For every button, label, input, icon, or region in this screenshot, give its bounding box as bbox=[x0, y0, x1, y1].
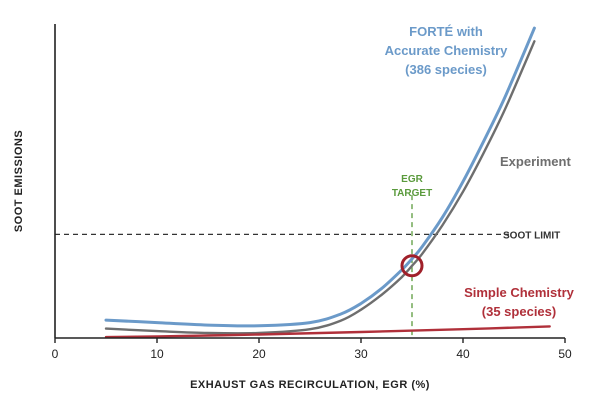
x-tick-label: 10 bbox=[150, 347, 164, 361]
x-tick-label: 30 bbox=[354, 347, 368, 361]
series-layer bbox=[104, 26, 551, 339]
soot-limit-label: SOOT LIMIT bbox=[503, 230, 560, 241]
x-tick-label: 40 bbox=[456, 347, 470, 361]
x-tick-label: 0 bbox=[52, 347, 59, 361]
series-label-simple: (35 species) bbox=[482, 304, 556, 319]
highlight-circle bbox=[400, 254, 424, 278]
egr-target-label: EGR bbox=[401, 174, 423, 185]
egr-target-label: TARGET bbox=[392, 188, 432, 199]
series-label-forte: Accurate Chemistry bbox=[385, 43, 509, 58]
series-line-experiment bbox=[104, 40, 536, 335]
series-label-experiment: Experiment bbox=[500, 154, 571, 169]
series-label-simple: Simple Chemistry bbox=[464, 285, 575, 300]
x-tick-layer: 0 10 20 30 40 50 bbox=[52, 338, 572, 361]
y-axis-title: SOOT EMISSIONS bbox=[13, 130, 25, 232]
x-tick-label: 50 bbox=[558, 347, 572, 361]
series-label-forte: FORTÉ with bbox=[409, 24, 483, 39]
annotation-layer: FORTÉ with Accurate Chemistry (386 species… bbox=[385, 24, 575, 319]
x-axis-title: EXHAUST GAS RECIRCULATION, EGR (%) bbox=[190, 379, 430, 391]
series-label-forte: (386 species) bbox=[405, 62, 487, 77]
x-tick-label: 20 bbox=[252, 347, 266, 361]
series-line-simple bbox=[104, 325, 551, 339]
reference-lines-layer bbox=[55, 195, 509, 338]
